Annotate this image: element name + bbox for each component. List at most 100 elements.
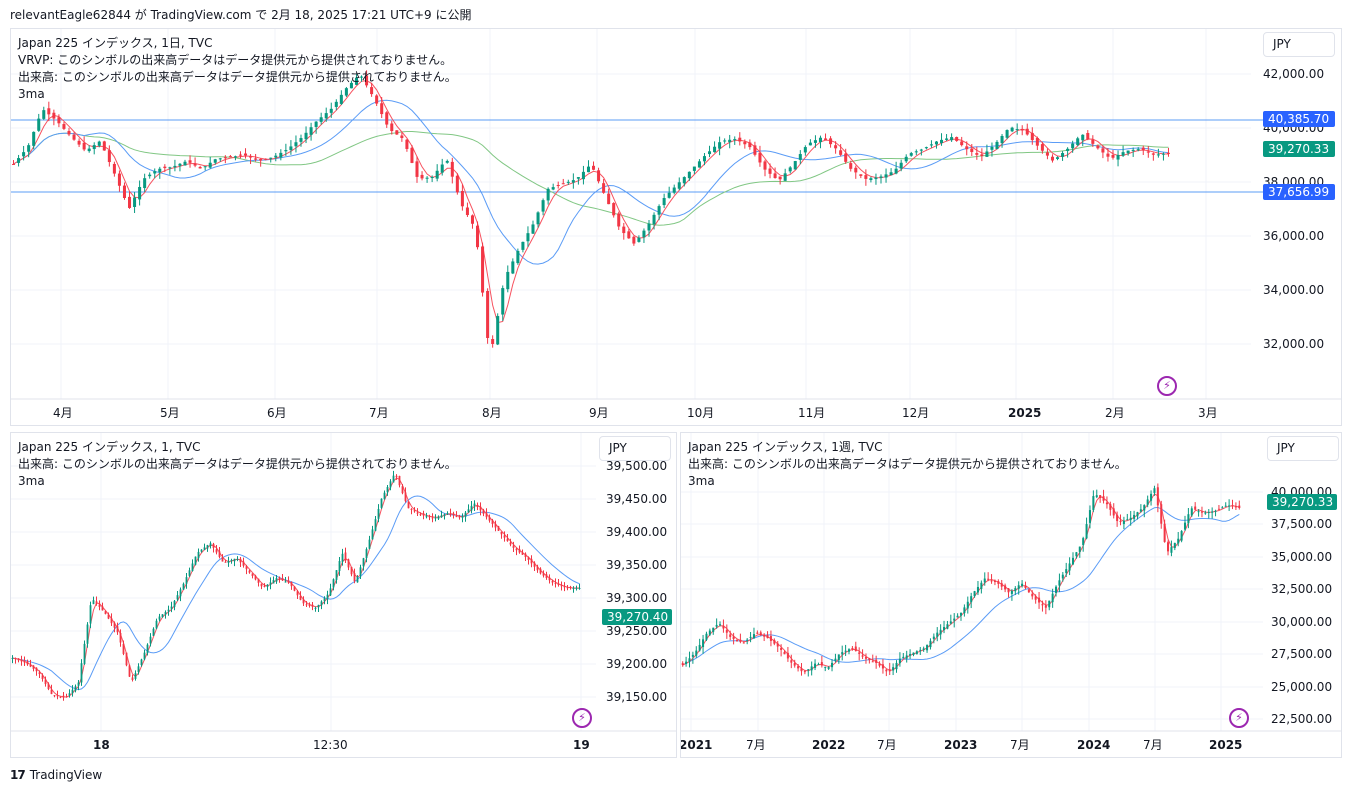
weekly-candle xyxy=(1027,589,1030,593)
intraday-candle xyxy=(32,665,35,669)
currency-button[interactable]: JPY xyxy=(1267,436,1339,461)
weekly-candles-chart[interactable]: 40,000.0037,500.0035,000.0032,500.0030,0… xyxy=(681,433,1342,758)
intraday-candle xyxy=(551,580,554,583)
publish-header: relevantEagle62844 が TradingView.com で 2… xyxy=(10,8,472,22)
daily-candles-chart[interactable]: 42,000.0040,000.0038,000.0036,000.0034,0… xyxy=(11,29,1342,426)
bolt-icon[interactable]: ⚡ xyxy=(572,708,592,728)
daily-candle xyxy=(1061,153,1065,157)
currency-button[interactable]: JPY xyxy=(1263,32,1335,57)
currency-button[interactable]: JPY xyxy=(599,436,671,461)
last-price-badge-text: 39,270.33 xyxy=(1272,495,1333,509)
daily-candle xyxy=(586,166,590,173)
intraday-candle xyxy=(143,652,146,660)
daily-candle xyxy=(198,166,202,169)
legend-volume[interactable]: 出来高: このシンボルの出来高データはデータ提供元から提供されておりません。 xyxy=(18,70,457,84)
intraday-candle xyxy=(464,512,467,518)
intraday-candle xyxy=(386,487,389,493)
intraday-candle xyxy=(485,512,488,518)
daily-candle xyxy=(143,178,147,189)
intraday-candle xyxy=(380,498,383,508)
intraday-candle xyxy=(515,548,518,551)
intraday-candles-chart[interactable]: 39,500.00 39,450.00 39,400.00 39,350.00 39,3… xyxy=(11,433,677,758)
footer-brand[interactable]: 17 TradingView xyxy=(10,768,102,782)
daily-candle xyxy=(1166,152,1170,154)
legend-volume[interactable]: 出来高: このシンボルの出来高データはデータ提供元から提供されておりません。 xyxy=(688,457,1127,471)
intraday-candle xyxy=(554,582,557,584)
intraday-candle xyxy=(341,553,344,562)
daily-candle xyxy=(324,113,328,119)
legend-symbol[interactable]: Japan 225 インデックス, 1, TVC xyxy=(18,440,201,454)
intraday-candle xyxy=(254,575,257,580)
intraday-candle xyxy=(299,595,302,600)
weekly-candle xyxy=(1153,488,1156,493)
intraday-candle xyxy=(473,503,476,507)
intraday-candle xyxy=(38,672,41,675)
legend-ma[interactable]: 3ma xyxy=(688,474,715,488)
intraday-candle xyxy=(335,570,338,580)
weekly-candle xyxy=(1007,588,1010,593)
daily-candle xyxy=(370,87,374,95)
price-axis-label: 39,450.00 xyxy=(606,492,667,506)
daily-chart-pane[interactable]: Japan 225 インデックス, 1日, TVC VRVP: このシンボルの出… xyxy=(10,28,1342,426)
weekly-candle xyxy=(1231,505,1234,507)
intraday-candle xyxy=(200,549,203,552)
daily-candle xyxy=(365,75,369,86)
legend-symbol[interactable]: Japan 225 インデックス, 1日, TVC xyxy=(18,36,213,50)
weekly-candle xyxy=(1021,583,1024,586)
weekly-candle xyxy=(1197,511,1200,513)
intraday-candle xyxy=(383,492,386,500)
weekly-candle xyxy=(875,659,878,663)
daily-candle xyxy=(183,161,187,166)
daily-candle xyxy=(269,157,273,159)
weekly-candle xyxy=(993,580,996,583)
daily-candle xyxy=(778,176,782,180)
time-axis-label: 11月 xyxy=(798,406,825,420)
daily-candle xyxy=(1116,154,1120,160)
intraday-candle xyxy=(443,514,446,517)
daily-candle xyxy=(879,176,883,178)
daily-candle xyxy=(612,203,616,216)
daily-candle xyxy=(238,154,242,156)
legend-symbol[interactable]: Japan 225 インデックス, 1週, TVC xyxy=(688,440,883,454)
daily-candle xyxy=(783,173,787,181)
time-axis-label: 7月 xyxy=(369,406,389,420)
weekly-chart-pane[interactable]: Japan 225 インデックス, 1週, TVC 出来高: このシンボルの出来… xyxy=(680,432,1342,758)
weekly-candle xyxy=(698,644,701,651)
daily-candle xyxy=(1111,155,1115,158)
intraday-candle xyxy=(95,601,98,604)
intraday-candle xyxy=(212,543,215,548)
intraday-candle xyxy=(236,558,239,560)
daily-candle xyxy=(1096,145,1100,149)
intraday-candle xyxy=(224,561,227,563)
weekly-candle xyxy=(926,645,929,651)
daily-candle xyxy=(965,146,969,150)
daily-candle xyxy=(955,137,959,141)
weekly-candle xyxy=(973,591,976,597)
daily-candle xyxy=(27,145,31,152)
time-axis-label: 2022 xyxy=(812,738,845,752)
time-axis-label: 4月 xyxy=(53,406,73,420)
daily-candle xyxy=(289,146,293,151)
legend-vrvp[interactable]: VRVP: このシンボルの出来高データはデータ提供元から提供されておりません。 xyxy=(18,53,453,67)
ma-mid-line xyxy=(12,495,580,691)
weekly-candle xyxy=(987,578,990,580)
weekly-candle xyxy=(949,621,952,624)
daily-candle xyxy=(602,183,606,193)
legend-ma[interactable]: 3ma xyxy=(18,474,45,488)
daily-candle xyxy=(1091,139,1095,144)
intraday-candle xyxy=(245,566,248,570)
weekly-candle xyxy=(1116,514,1119,522)
weekly-candle xyxy=(1156,487,1159,506)
weekly-candle xyxy=(841,652,844,655)
weekly-candle xyxy=(800,668,803,672)
legend-volume[interactable]: 出来高: このシンボルの出来高データはデータ提供元から提供されておりません。 xyxy=(18,457,457,471)
price-axis-label: 32,000.00 xyxy=(1263,337,1324,351)
intraday-candle xyxy=(155,620,158,629)
intraday-chart-pane[interactable]: Japan 225 インデックス, 1, TVC 出来高: このシンボルの出来高… xyxy=(10,432,677,758)
intraday-candle xyxy=(182,583,185,590)
legend-ma[interactable]: 3ma xyxy=(18,87,45,101)
bolt-icon[interactable]: ⚡ xyxy=(1229,708,1249,728)
price-axis-label: 39,250.00 xyxy=(606,624,667,638)
bolt-icon[interactable]: ⚡ xyxy=(1157,376,1177,396)
daily-candle xyxy=(329,108,333,113)
